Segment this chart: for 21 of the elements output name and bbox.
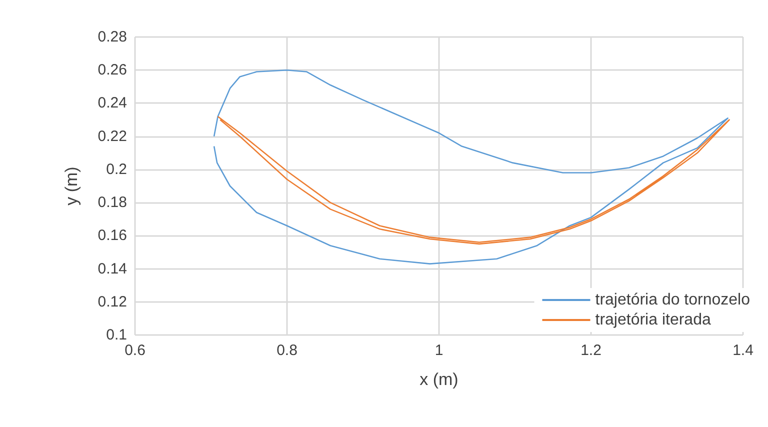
y-tick-label: 0.12 <box>98 293 127 310</box>
x-axis-title: x (m) <box>420 370 458 389</box>
y-axis-title: y (m) <box>62 166 81 206</box>
y-tick-label: 0.22 <box>98 128 127 145</box>
y-tick-label: 0.2 <box>106 160 127 178</box>
y-tick-label: 0.14 <box>98 260 127 278</box>
y-tick-label: 0.18 <box>98 194 127 212</box>
x-tick-label: 1.2 <box>580 342 602 359</box>
line-series <box>213 69 728 264</box>
y-tick-label: 0.26 <box>98 62 127 79</box>
x-tick-label: 0.8 <box>276 342 298 359</box>
legend-label: trajetória do tornozelo <box>595 292 750 308</box>
y-tick-label: 0.24 <box>98 94 127 112</box>
legend-label: trajetória iterada <box>595 312 711 328</box>
x-tick-label: 1 <box>434 342 444 359</box>
y-tick-label: 0.28 <box>98 28 127 46</box>
y-tick-label: 0.1 <box>106 326 127 344</box>
y-tick-label: 0.16 <box>98 227 127 244</box>
x-tick-label: 0.6 <box>124 342 146 359</box>
x-tick-label: 1.4 <box>732 342 754 359</box>
line-series <box>217 116 730 245</box>
